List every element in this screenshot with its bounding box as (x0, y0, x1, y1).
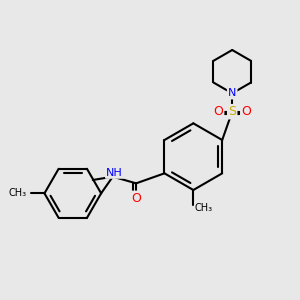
Text: CH₃: CH₃ (8, 188, 26, 198)
Text: S: S (228, 105, 236, 118)
Text: O: O (213, 105, 223, 118)
Text: CH₃: CH₃ (195, 203, 213, 213)
Text: NH: NH (106, 168, 123, 178)
Text: O: O (131, 192, 141, 205)
Text: N: N (228, 88, 236, 98)
Text: O: O (241, 105, 251, 118)
